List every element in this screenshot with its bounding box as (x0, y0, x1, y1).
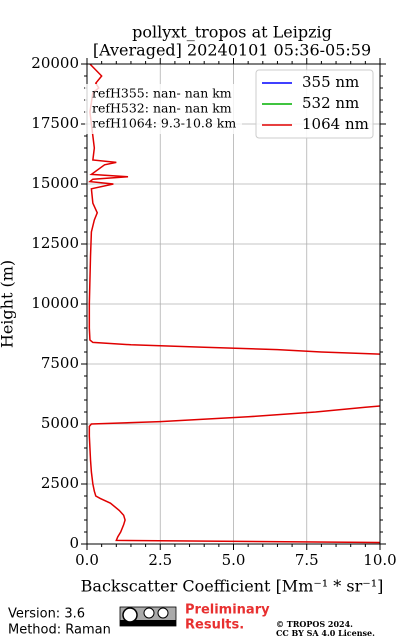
legend-label: 532 nm (302, 94, 359, 112)
y-tick-label: 20000 (31, 54, 79, 72)
annotation-box (85, 84, 242, 134)
y-tick-label: 5000 (41, 414, 79, 432)
x-tick-label: 7.5 (295, 551, 319, 569)
status: Results. (185, 618, 244, 633)
y-tick-label: 17500 (31, 114, 79, 132)
legend-label: 1064 nm (302, 115, 369, 133)
chart-subtitle: [Averaged] 20240101 05:36-05:59 (93, 41, 371, 60)
x-tick-label: 10.0 (363, 551, 396, 569)
method: Method: Raman (8, 623, 111, 638)
cc-logo (119, 606, 177, 627)
x-axis-label: Backscatter Coefficient [Mm⁻¹ * sr⁻¹] (81, 577, 384, 596)
annotation: refH1064: 9.3-10.8 km (92, 116, 236, 131)
y-axis-label: Height (m) (0, 260, 17, 348)
y-tick-label: 12500 (31, 234, 79, 252)
annotation: refH532: nan- nan km (92, 101, 232, 116)
y-tick-label: 2500 (41, 474, 79, 492)
legend-label: 355 nm (302, 73, 359, 91)
legend-box (255, 69, 374, 139)
profile-line (88, 64, 380, 544)
plot-frame (86, 63, 381, 545)
y-tick-label: 7500 (41, 354, 79, 372)
y-tick-label: 0 (69, 534, 79, 552)
y-tick-label: 10000 (31, 294, 79, 312)
plot-lines (88, 64, 380, 544)
x-tick-label: 2.5 (148, 551, 172, 569)
copyright: © TROPOS 2024. (276, 619, 353, 629)
annotation: refH355: nan- nan km (92, 86, 232, 101)
version: Version: 3.6 (8, 607, 85, 622)
x-tick-label: 5.0 (222, 551, 246, 569)
license: CC BY SA 4.0 License. (276, 628, 375, 638)
x-tick-label: 0.0 (75, 551, 99, 569)
chart-title: pollyxt_tropos at Leipzig (132, 23, 332, 42)
status: Preliminary (185, 603, 270, 618)
y-tick-label: 15000 (31, 174, 79, 192)
